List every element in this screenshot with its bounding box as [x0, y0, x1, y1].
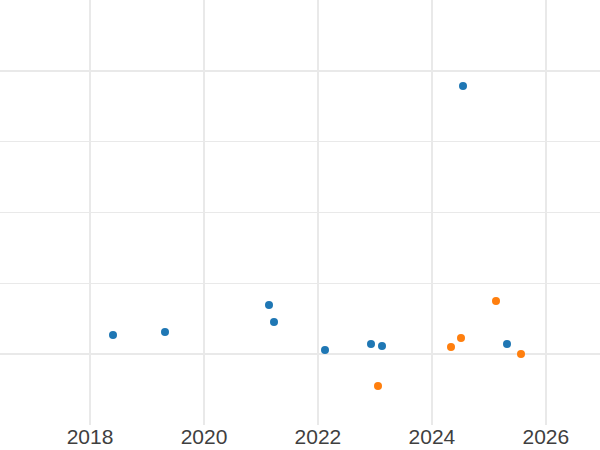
- scatter-chart: 2018 2020 2022 2024 2026: [0, 0, 600, 450]
- scatter-point-blue: [270, 318, 278, 326]
- scatter-point-blue: [503, 340, 511, 348]
- scatter-point-blue: [161, 328, 169, 336]
- x-tick-label: 2018: [67, 426, 114, 448]
- scatter-point-blue: [459, 82, 467, 90]
- x-axis: 2018 2020 2022 2024 2026: [0, 425, 600, 450]
- scatter-point-orange: [517, 350, 525, 358]
- scatter-point-orange: [492, 297, 500, 305]
- scatter-point-blue: [109, 331, 117, 339]
- x-tick-label: 2020: [181, 426, 228, 448]
- scatter-point-blue: [378, 342, 386, 350]
- scatter-point-orange: [374, 382, 382, 390]
- scatter-point-blue: [265, 301, 273, 309]
- horizontal-gridline: [0, 212, 600, 214]
- horizontal-gridline: [0, 353, 600, 355]
- scatter-point-orange: [447, 343, 455, 351]
- horizontal-gridline: [0, 70, 600, 72]
- scatter-point-blue: [321, 346, 329, 354]
- horizontal-gridline: [0, 141, 600, 143]
- scatter-point-orange: [457, 334, 465, 342]
- x-tick-label: 2024: [409, 426, 456, 448]
- scatter-point-blue: [367, 340, 375, 348]
- horizontal-gridline: [0, 283, 600, 285]
- x-tick-label: 2022: [295, 426, 342, 448]
- x-tick-label: 2026: [523, 426, 570, 448]
- plot-area: [0, 0, 600, 425]
